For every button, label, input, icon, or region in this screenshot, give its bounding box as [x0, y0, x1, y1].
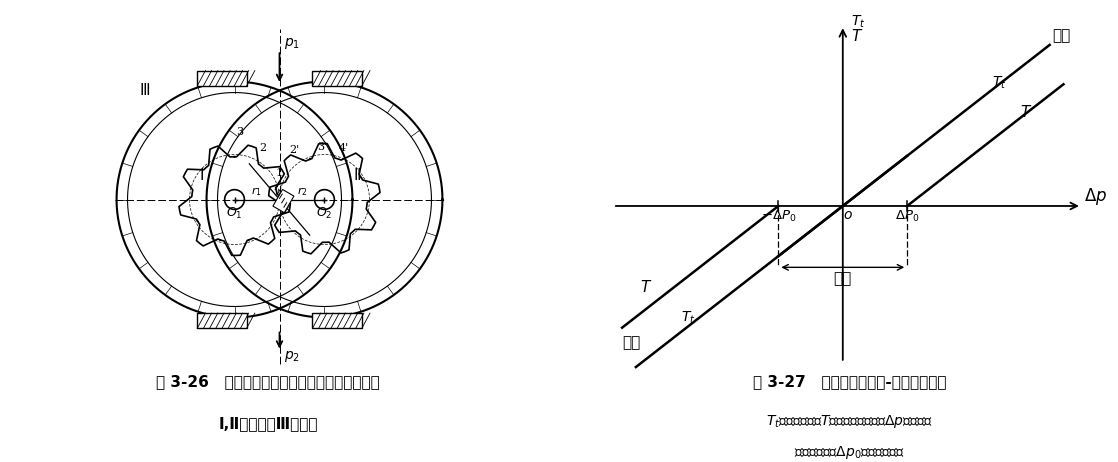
Text: 3: 3 [236, 127, 244, 137]
Text: $T$: $T$ [851, 28, 863, 43]
Text: $\Delta p$: $\Delta p$ [1084, 186, 1107, 207]
Text: 1: 1 [276, 169, 283, 178]
Text: 出口压力差；$\Delta p_0$－启动压力差: 出口压力差；$\Delta p_0$－启动压力差 [794, 444, 906, 461]
Text: $O_2$: $O_2$ [316, 206, 333, 221]
Text: $T_t$－理论转矩；$T$－实际输出扭矩；$\Delta p$－马达进: $T_t$－理论转矩；$T$－实际输出扭矩；$\Delta p$－马达进 [766, 413, 934, 431]
Text: 3': 3' [318, 142, 328, 152]
Text: $-\Delta P_0$: $-\Delta P_0$ [760, 209, 796, 225]
Bar [197, 313, 247, 328]
Text: $\Delta P_0$: $\Delta P_0$ [896, 209, 919, 225]
Text: 正转: 正转 [1052, 29, 1070, 43]
Text: $T_t$: $T_t$ [992, 74, 1007, 91]
Text: 死区: 死区 [834, 271, 852, 286]
Bar [312, 71, 362, 86]
Bar [312, 313, 362, 328]
Text: 2: 2 [259, 143, 266, 153]
Text: Ⅲ: Ⅲ [140, 83, 150, 98]
Text: $O_1$: $O_1$ [226, 206, 243, 221]
Text: $T$: $T$ [1020, 103, 1032, 120]
Bar [197, 71, 247, 86]
Text: 图 3-27   齿轮马达的转矩-压力特性曲线: 图 3-27 齿轮马达的转矩-压力特性曲线 [752, 374, 947, 389]
Text: 2': 2' [290, 145, 300, 155]
Text: $r_1$: $r_1$ [252, 185, 262, 198]
Text: Ⅱ: Ⅱ [353, 168, 361, 183]
Text: $T_t$: $T_t$ [681, 310, 695, 327]
Text: $T_t$: $T_t$ [851, 13, 865, 30]
Text: $o$: $o$ [843, 208, 853, 222]
Text: 4': 4' [339, 143, 349, 153]
Text: Ⅰ,Ⅱ－齿轮；Ⅲ－壳体: Ⅰ,Ⅱ－齿轮；Ⅲ－壳体 [219, 416, 318, 431]
Text: $r_2$: $r_2$ [297, 185, 307, 198]
Text: I': I' [283, 205, 291, 215]
Text: 图 3-26   二齿轮渐开线外啮合齿轮马达工作原理: 图 3-26 二齿轮渐开线外啮合齿轮马达工作原理 [157, 374, 380, 389]
Text: Ⅰ: Ⅰ [199, 168, 203, 183]
Text: $p_1$: $p_1$ [284, 36, 300, 51]
Text: $p_2$: $p_2$ [284, 349, 300, 364]
Text: 反转: 反转 [622, 335, 641, 351]
Text: $T$: $T$ [639, 279, 652, 295]
Bar [273, 189, 294, 213]
